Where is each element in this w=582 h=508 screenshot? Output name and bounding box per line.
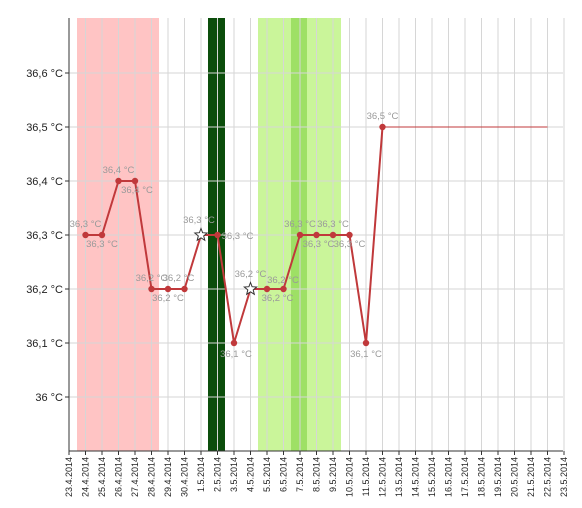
data-label: 36,2 °C — [235, 269, 267, 280]
data-point — [379, 123, 386, 131]
x-tick-label: 3.5.2014 — [229, 457, 239, 492]
x-tick-label: 23.5.2014 — [559, 457, 569, 497]
x-tick-label: 1.5.2014 — [196, 457, 206, 492]
x-tick-label: 18.5.2014 — [477, 457, 487, 497]
x-tick-label: 22.5.2014 — [543, 457, 553, 497]
data-label: 36,1 °C — [350, 349, 382, 360]
y-tick-label: 36,4 °C — [26, 176, 63, 188]
x-tick-label: 17.5.2014 — [460, 457, 470, 497]
data-point — [131, 177, 139, 185]
x-tick-label: 14.5.2014 — [411, 457, 421, 497]
data-label: 36,3 °C — [284, 219, 316, 230]
x-tick-label: 26.4.2014 — [114, 457, 124, 497]
x-tick-label: 20.5.2014 — [510, 457, 520, 497]
x-tick-label: 28.4.2014 — [147, 457, 157, 497]
y-axis-ticks: 36 °C 36,1 °C 36,2 °C 36,3 °C 36,4 °C 36,5 °C… — [26, 68, 69, 404]
data-point — [98, 231, 106, 239]
data-point — [263, 285, 271, 293]
x-tick-label: 29.4.2014 — [163, 457, 173, 497]
x-tick-label: 8.5.2014 — [312, 457, 322, 492]
x-tick-label: 16.5.2014 — [444, 457, 454, 497]
data-label: 36,2 °C — [267, 275, 299, 286]
data-point — [181, 285, 188, 293]
data-label: 36,2 °C — [262, 293, 294, 304]
data-point — [280, 285, 287, 293]
x-tick-label: 15.5.2014 — [427, 457, 437, 497]
x-tick-label: 10.5.2014 — [345, 457, 355, 497]
data-point — [296, 231, 304, 239]
y-tick-label: 36,1 °C — [26, 338, 63, 350]
data-labels: 36,3 °C36,3 °C36,4 °C36,4 °C36,2 °C36,2 … — [70, 111, 399, 360]
data-label: 36,3 °C — [183, 215, 215, 226]
data-point — [362, 339, 370, 347]
data-point — [115, 177, 122, 185]
data-label: 36,4 °C — [121, 185, 153, 196]
x-tick-label: 30.4.2014 — [180, 457, 190, 497]
data-label: 36,1 °C — [220, 349, 252, 360]
data-label: 36,2 °C — [136, 273, 168, 284]
data-label: 36,3 °C — [86, 239, 118, 250]
x-tick-label: 11.5.2014 — [361, 457, 371, 496]
data-point — [346, 231, 353, 239]
x-tick-label: 13.5.2014 — [394, 457, 404, 497]
data-point — [313, 231, 320, 239]
data-label: 36,2 °C — [163, 273, 195, 284]
data-label: 36,3 °C — [334, 239, 366, 250]
x-tick-label: 7.5.2014 — [295, 457, 305, 492]
data-point — [164, 285, 172, 293]
y-tick-label: 36,2 °C — [26, 284, 63, 296]
x-axis-ticks: 23.4.2014 24.4.2014 25.4.2014 26.4.2014 27.4… — [64, 451, 569, 497]
data-point — [148, 285, 155, 293]
data-point — [230, 339, 238, 347]
data-point-star — [243, 281, 258, 296]
data-label: 36,4 °C — [103, 165, 135, 176]
data-label: 36,3 °C — [317, 219, 349, 230]
chart-points — [82, 123, 386, 347]
x-tick-label: 25.4.2014 — [97, 457, 107, 497]
data-label: 36,2 °C — [152, 293, 184, 304]
x-tick-label: 19.5.2014 — [493, 457, 503, 497]
x-tick-label: 4.5.2014 — [246, 457, 256, 492]
y-tick-label: 36,6 °C — [26, 68, 63, 80]
y-tick-label: 36,3 °C — [26, 230, 63, 242]
x-tick-label: 21.5.2014 — [526, 457, 536, 497]
y-tick-label: 36 °C — [35, 392, 63, 404]
data-label: 36,5 °C — [367, 111, 399, 122]
y-tick-label: 36,5 °C — [26, 122, 63, 134]
x-tick-label: 9.5.2014 — [328, 457, 338, 492]
x-tick-label: 2.5.2014 — [213, 457, 223, 492]
x-tick-label: 24.4.2014 — [81, 457, 91, 497]
x-tick-label: 27.4.2014 — [130, 457, 140, 497]
data-point — [329, 231, 337, 239]
x-tick-label: 6.5.2014 — [279, 457, 289, 492]
x-tick-label: 5.5.2014 — [262, 457, 272, 492]
data-point — [82, 231, 89, 239]
data-point-star — [193, 227, 209, 242]
x-tick-label: 12.5.2014 — [378, 457, 388, 497]
x-tick-label: 23.4.2014 — [64, 457, 74, 497]
data-point — [214, 231, 221, 239]
data-label: 36,3 °C — [70, 219, 102, 230]
data-label: 36,3 °C — [222, 231, 254, 242]
data-label: 36,3 °C — [303, 239, 335, 250]
chart-grid — [68, 18, 565, 451]
